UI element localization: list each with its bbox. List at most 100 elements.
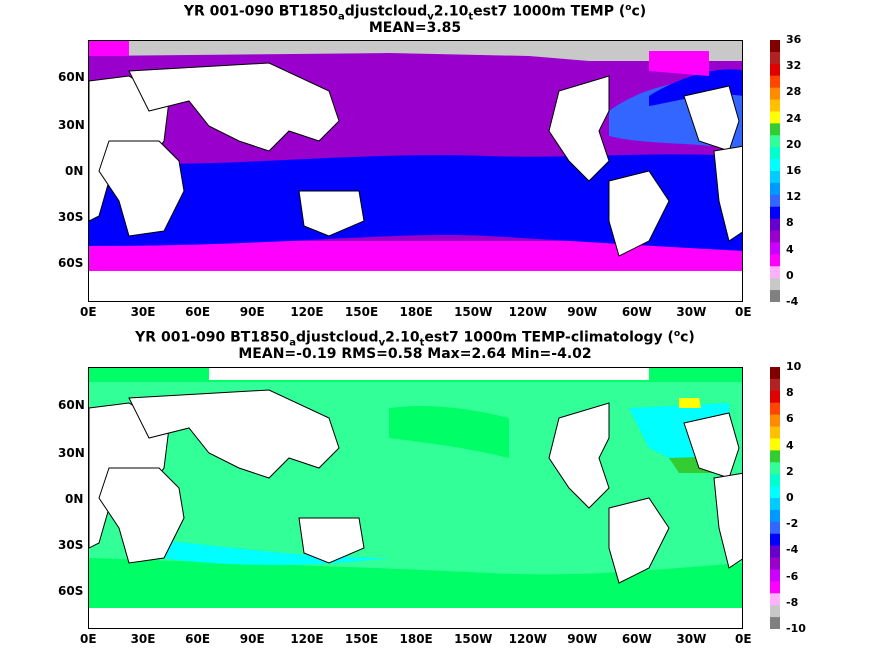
top-colorbar [770,40,780,302]
top-colorbar-svg [770,40,780,302]
colorbar-swatch [770,159,780,172]
colorbar-swatch [770,218,780,232]
top-colorbar-label: 16 [786,164,802,177]
colorbar-swatch [770,402,780,416]
colorbar-swatch [770,230,780,243]
top-colorbar-label: 32 [786,59,802,73]
colorbar-swatch [770,75,780,89]
top-lat-label: 60N [58,70,85,84]
colorbar-swatch [770,557,780,570]
colorbar-swatch [770,242,780,255]
bottom-colorbar-label: -10 [786,622,806,635]
colorbar-swatch [770,593,780,606]
top-colorbar-label: 8 [786,216,794,230]
bottom-colorbar-label: 4 [786,438,794,452]
top-lon-label: 150W [454,305,493,319]
bottom-lat-label: 30S [58,538,84,552]
bottom-lat-label: 60N [58,398,85,412]
bottom-lon-label: 60E [185,632,211,646]
top-lon-label: 180E [399,305,433,319]
colorbar-swatch [770,450,780,463]
bottom-lon-label: 150E [344,632,379,646]
colorbar-swatch [770,474,780,487]
bottom-colorbar-label: -6 [786,569,799,583]
colorbar-swatch [770,194,780,208]
colorbar-swatch [770,99,780,112]
bottom-lon-label: 90W [567,632,598,646]
top-lon-label: 30W [676,305,707,319]
colorbar-swatch [770,266,780,279]
bottom-colorbar-label: 0 [786,491,794,504]
bottom-title-line2: MEAN=-0.19 RMS=0.58 Max=2.64 Min=-4.02 [238,346,592,362]
colorbar-swatch [770,545,780,559]
bottom-lat-label: 0N [65,492,84,506]
colorbar-swatch [770,51,780,65]
bottom-lon-label: 120E [290,632,324,646]
bottom-colorbar-label: 8 [786,386,794,400]
colorbar-swatch [770,171,780,184]
bottom-colorbar-label: 10 [786,360,802,373]
bottom-colorbar-label: 6 [786,412,794,426]
colorbar-swatch [770,182,780,196]
bottom-map-svg [89,368,742,628]
top-lon-label: 90W [567,305,598,319]
top-colorbar-label: 20 [786,137,802,151]
top-lon-label: 0E [735,305,752,319]
top-lon-label: 120E [290,305,324,319]
bottom-title-line1: YR 001-090 BT1850adjustcloudv2.10test7 1… [135,329,695,349]
colorbar-swatch [770,147,780,160]
top-lon-label: 30E [130,305,156,319]
top-lon-label: 0E [80,305,97,319]
top-map-svg [89,41,742,301]
colorbar-swatch [770,426,780,439]
colorbar-swatch [770,63,780,77]
bottom-colorbar-label: 2 [786,464,794,478]
colorbar-swatch [770,581,780,594]
top-lat-label: 30S [58,210,84,224]
top-lon-label: 150E [344,305,379,319]
top-lon-label: 60W [621,305,652,319]
colorbar-swatch [770,254,780,267]
top-lon-label: 90E [239,305,265,319]
colorbar-swatch [770,111,780,124]
colorbar-swatch [770,367,780,380]
top-colorbar-label: 4 [786,242,794,256]
bottom-lon-label: 30E [130,632,156,646]
colorbar-swatch [770,278,780,291]
colorbar-swatch [770,462,780,475]
bottom-colorbar-label: -8 [786,595,799,609]
top-colorbar-label: 0 [786,268,794,282]
top-lat-label: 60S [58,256,84,270]
bottom-lon-label: 0E [735,632,752,646]
bottom-lon-label: 180E [399,632,433,646]
colorbar-swatch [770,617,780,629]
top-colorbar-label: 28 [786,85,802,99]
colorbar-swatch [770,605,780,618]
bottom-lon-label: 30W [676,632,707,646]
colorbar-swatch [770,123,780,136]
bottom-colorbar-label: -2 [786,517,799,531]
colorbar-swatch [770,438,780,451]
top-lat-label: 0N [65,164,84,178]
bottom-colorbar-label: -4 [786,543,799,557]
bottom-colorbar-svg [770,367,780,629]
bottom-lon-label: 60W [621,632,652,646]
top-title-line1: YR 001-090 BT1850adjustcloudv2.10test7 1… [183,3,647,23]
top-colorbar-label: 12 [786,190,802,204]
top-colorbar-label: -4 [786,295,799,308]
colorbar-swatch [770,498,780,511]
colorbar-swatch [770,521,780,535]
colorbar-swatch [770,378,780,392]
colorbar-swatch [770,206,780,220]
colorbar-swatch [770,135,780,148]
bottom-anomaly-map [88,367,743,629]
colorbar-swatch [770,533,780,547]
top-lat-label: 30N [58,118,85,132]
colorbar-swatch [770,509,780,523]
colorbar-swatch [770,414,780,428]
colorbar-swatch [770,390,780,404]
bottom-lon-label: 0E [80,632,97,646]
top-temperature-map [88,40,743,302]
top-title-line2: MEAN=3.85 [368,20,462,36]
colorbar-swatch [770,486,780,499]
